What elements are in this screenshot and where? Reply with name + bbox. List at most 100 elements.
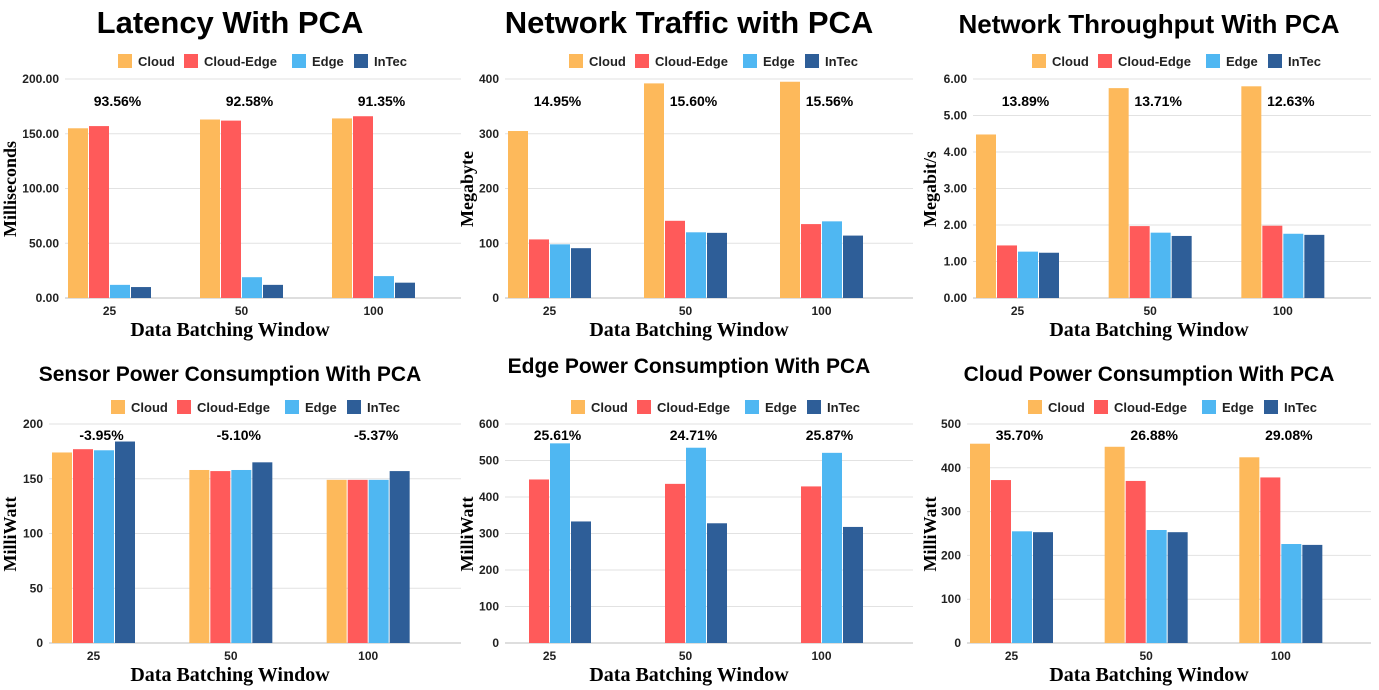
x-tick-label: 100 (358, 649, 378, 663)
legend-swatch-intec (805, 54, 819, 68)
legend-label: Edge (765, 400, 797, 415)
x-axis-label: Data Batching Window (1049, 664, 1249, 686)
bar-cloud-edge-25 (991, 480, 1011, 643)
legend-swatch-cloud-edge (1098, 54, 1112, 68)
bar-intec-50 (1167, 532, 1188, 643)
bar-intec-100 (1302, 544, 1323, 643)
bar-cloud-edge-50 (221, 120, 241, 298)
y-tick-label: 400 (479, 490, 499, 504)
legend-swatch-edge (292, 54, 306, 68)
x-axis-label: Data Batching Window (130, 319, 330, 341)
y-tick-label: 200 (479, 563, 499, 577)
bar-cloud-50 (644, 83, 664, 298)
bar-cloud-edge-100 (353, 116, 373, 298)
legend-label: Edge (1222, 400, 1254, 415)
bar-edge-25 (550, 443, 570, 643)
legend-label: InTec (367, 400, 400, 415)
bar-cloud-edge-50 (1125, 480, 1146, 643)
x-tick-label: 25 (543, 649, 557, 663)
legend-label: InTec (825, 54, 858, 69)
legend-label: Cloud (589, 54, 626, 69)
percentage-annotation: -3.95% (79, 427, 124, 443)
percentage-annotation: 91.35% (358, 93, 406, 109)
legend-swatch-cloud (569, 54, 583, 68)
legend-swatch-cloud (1028, 400, 1042, 414)
legend-swatch-intec (347, 400, 361, 414)
bar-cloud-25 (970, 443, 990, 643)
legend-label: Cloud-Edge (197, 400, 270, 415)
chart-panel-1: Latency With PCA Cloud Cloud-Edge Edge InTec… (0, 5, 461, 341)
y-tick-label: 200.00 (22, 72, 59, 86)
bar-cloud-edge-100 (801, 224, 821, 298)
bar-cloud-edge-50 (665, 483, 685, 643)
y-tick-label: 50 (30, 581, 44, 595)
bar-intec-25 (115, 441, 135, 643)
x-axis-label: Data Batching Window (589, 319, 789, 341)
x-tick-label: 50 (1143, 304, 1157, 318)
bar-intec-50 (707, 523, 727, 643)
bar-edge-25 (1018, 251, 1038, 298)
chart-panel-2: Network Traffic with PCA Cloud Cloud-Edge E… (457, 5, 913, 341)
y-tick-label: 50.00 (29, 236, 59, 250)
bar-intec-50 (252, 462, 273, 643)
chart-panel-6: Cloud Power Consumption With PCA Cloud Clo… (920, 363, 1371, 686)
percentage-annotation: 12.63% (1267, 93, 1315, 109)
bar-cloud-edge-50 (1129, 226, 1150, 298)
y-tick-label: 300 (941, 505, 961, 519)
percentage-annotation: 25.87% (806, 427, 854, 443)
x-tick-label: 100 (363, 304, 383, 318)
legend-label: Cloud (1052, 54, 1089, 69)
percentage-annotation: -5.10% (217, 427, 262, 443)
legend-swatch-cloud-edge (184, 54, 198, 68)
legend-label: Cloud-Edge (657, 400, 730, 415)
bar-cloud-edge-25 (529, 239, 549, 298)
bar-cloud-edge-100 (347, 479, 368, 643)
bar-intec-100 (389, 471, 410, 643)
legend-swatch-intec (1264, 400, 1278, 414)
legend-label: Cloud (131, 400, 168, 415)
x-tick-label: 50 (679, 649, 693, 663)
legend-label: Edge (305, 400, 337, 415)
bar-cloud-50 (200, 119, 220, 298)
x-tick-label: 100 (1273, 304, 1293, 318)
bar-cloud-100 (332, 118, 352, 298)
bar-cloud-25 (508, 131, 528, 298)
y-tick-label: 100 (941, 592, 961, 606)
legend-swatch-edge (285, 400, 299, 414)
legend-label: InTec (1284, 400, 1317, 415)
bar-cloud-edge-100 (1262, 225, 1283, 298)
bar-intec-25 (571, 521, 591, 643)
legend-swatch-edge (745, 400, 759, 414)
y-tick-label: 4.00 (944, 145, 968, 159)
bar-edge-50 (1146, 529, 1167, 643)
y-tick-label: 200 (23, 417, 43, 431)
bar-intec-100 (843, 526, 863, 643)
y-tick-label: 0 (36, 636, 43, 650)
y-tick-label: 200 (941, 548, 961, 562)
y-tick-label: 400 (479, 72, 499, 86)
y-tick-label: 100 (23, 527, 43, 541)
chart-title: Cloud Power Consumption With PCA (964, 363, 1335, 386)
y-tick-label: 600 (479, 417, 499, 431)
legend-label: Cloud-Edge (1114, 400, 1187, 415)
percentage-annotation: 93.56% (94, 93, 142, 109)
bar-intec-100 (395, 282, 415, 298)
bar-cloud-50 (1104, 446, 1125, 643)
legend-swatch-intec (354, 54, 368, 68)
legend-label: Cloud (1048, 400, 1085, 415)
x-tick-label: 25 (87, 649, 101, 663)
y-tick-label: 2.00 (944, 218, 968, 232)
legend-swatch-intec (1268, 54, 1282, 68)
y-axis-label: Megabyte (457, 151, 477, 227)
y-tick-label: 0.00 (944, 291, 968, 305)
bar-cloud-edge-25 (529, 479, 549, 643)
bar-cloud-edge-50 (210, 471, 231, 643)
legend-swatch-edge (743, 54, 757, 68)
bar-edge-50 (231, 469, 252, 643)
bar-edge-100 (1283, 233, 1304, 298)
bar-cloud-100 (1239, 457, 1260, 643)
x-tick-label: 100 (811, 649, 831, 663)
y-tick-label: 0.00 (36, 291, 60, 305)
y-tick-label: 500 (941, 417, 961, 431)
y-tick-label: 200 (479, 182, 499, 196)
